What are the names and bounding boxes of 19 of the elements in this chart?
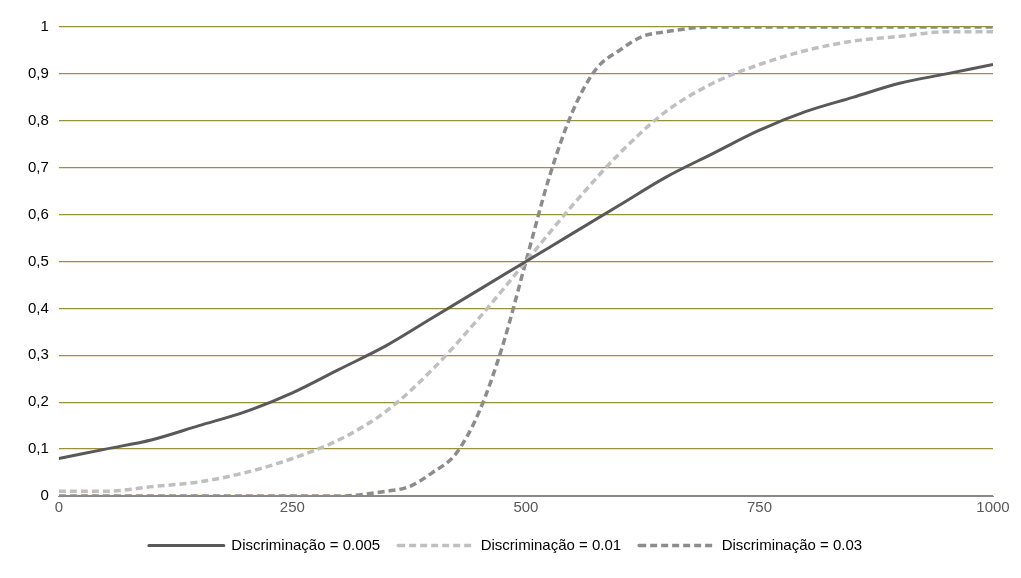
x-tick-label: 750 — [746, 498, 772, 516]
legend-label: Discriminação = 0.01 — [480, 535, 622, 553]
legend-label: Discriminação = 0.03 — [721, 535, 863, 553]
x-tick-label: 1000 — [976, 498, 1010, 516]
y-tick-label: 0,8 — [27, 110, 49, 128]
y-tick-label: 0,5 — [27, 251, 49, 269]
y-tick-label: 0 — [40, 486, 49, 504]
x-tick-label: 0 — [54, 498, 64, 516]
y-tick-label: 0,7 — [27, 157, 49, 175]
y-tick-label: 0,3 — [27, 345, 49, 363]
x-tick-label: 500 — [513, 498, 539, 516]
y-tick-label: 0,2 — [27, 392, 49, 410]
y-tick-label: 0,4 — [27, 298, 49, 316]
y-tick-label: 0,1 — [27, 439, 49, 457]
y-tick-label: 0,6 — [27, 204, 49, 222]
legend-label: Discriminação = 0.005 — [231, 535, 381, 553]
y-tick-label: 1 — [40, 17, 49, 35]
x-tick-label: 250 — [279, 498, 305, 516]
y-tick-label: 0,9 — [27, 64, 49, 82]
